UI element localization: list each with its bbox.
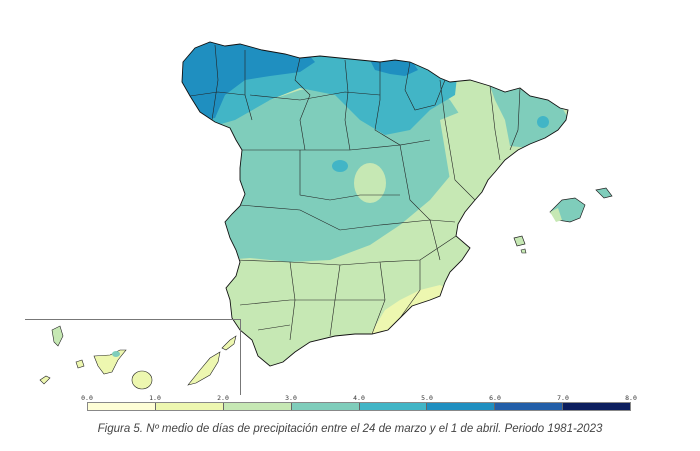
legend-swatch [291, 403, 360, 410]
legend-color-bar [87, 402, 631, 411]
legend-swatch [359, 403, 428, 410]
canary-inset-frame [25, 319, 241, 395]
legend-swatch [427, 403, 496, 410]
color-legend: 0.0 1.0 2.0 3.0 4.0 5.0 6.0 7.0 8.0 [81, 394, 637, 414]
figure-caption: Figura 5. Nº medio de días de precipitac… [97, 423, 603, 435]
canary-islands [39, 325, 237, 390]
legend-tick: 5.0 [421, 394, 433, 402]
legend-tick: 3.0 [285, 394, 297, 402]
legend-tick: 8.0 [625, 394, 637, 402]
legend-swatch [495, 403, 564, 410]
legend-swatch [155, 403, 224, 410]
legend-tick: 7.0 [557, 394, 569, 402]
legend-swatch [88, 403, 156, 410]
balearic-islands [513, 187, 613, 254]
legend-tick: 1.0 [149, 394, 161, 402]
legend-tick: 6.0 [489, 394, 501, 402]
legend-swatch [223, 403, 292, 410]
legend-swatch [563, 403, 630, 410]
province-boundaries [189, 44, 521, 341]
legend-tick: 4.0 [353, 394, 365, 402]
legend-tick: 0.0 [81, 394, 93, 402]
legend-tick: 2.0 [217, 394, 229, 402]
